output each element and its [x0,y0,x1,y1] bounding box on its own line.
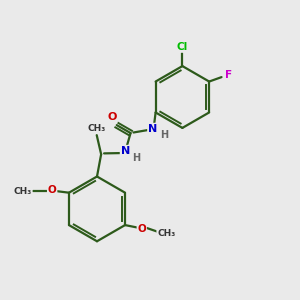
Text: H: H [160,130,168,140]
Text: H: H [132,153,140,163]
Text: N: N [121,146,130,156]
Text: CH₃: CH₃ [14,187,32,196]
Text: N: N [148,124,157,134]
Text: O: O [107,112,117,122]
Text: CH₃: CH₃ [88,124,106,133]
Text: O: O [48,185,56,195]
Text: Cl: Cl [177,42,188,52]
Text: F: F [225,70,232,80]
Text: O: O [137,224,146,234]
Text: CH₃: CH₃ [157,230,176,238]
